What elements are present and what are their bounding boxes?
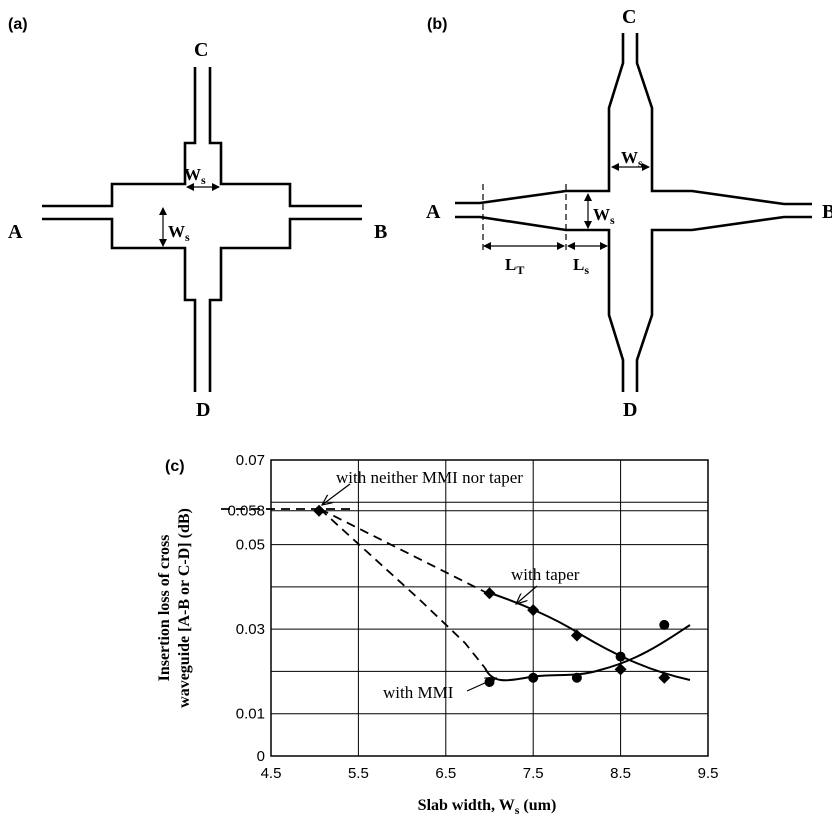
panel-a-ws-label-vertical: Ws <box>168 222 190 244</box>
annotation-taper-arrow <box>516 585 538 604</box>
x-axis-label: Slab width, Ws (um) <box>418 797 557 817</box>
panel-a-ws-label-horizontal: Ws <box>184 165 206 187</box>
annotation-taper: with taper <box>511 565 580 584</box>
panel-c-chart: (c) 4.5 5.5 6.5 7.5 8.5 9.5 0 0.01 0.03 0.05 0.05… <box>156 452 718 817</box>
panel-b: (b) C D A B Ws Ws LT Ls <box>426 6 832 421</box>
x-tick-label-2: 6.5 <box>435 765 456 782</box>
y-tick-label-4: 0.058 <box>227 503 265 520</box>
annotation-neither-arrow <box>322 483 351 505</box>
panel-a-port-c: C <box>194 39 208 61</box>
panel-b-label: (b) <box>427 16 447 33</box>
panel-b-tapered-crossing-outline <box>455 33 812 392</box>
y-axis-label-line-2: waveguide [A-B or C-D] (dB) <box>176 508 193 708</box>
panel-b-port-a: A <box>426 201 441 223</box>
y-axis-label: Insertion loss of cross waveguide [A-B o… <box>156 508 193 708</box>
y-tick-labels: 0 0.01 0.03 0.05 0.058 0.07 <box>227 452 265 765</box>
annotation-mmi-arrow <box>466 678 496 692</box>
taper-dashed-connector <box>319 508 488 594</box>
panel-a-port-d: D <box>196 399 210 421</box>
y-tick-label-3: 0.05 <box>236 537 265 554</box>
taper-fit-curve <box>486 591 691 681</box>
annotation-neither: with neither MMI nor taper <box>336 468 523 487</box>
panel-b-lt-label: LT <box>505 255 524 277</box>
panel-a-crossing-outline <box>42 67 362 392</box>
y-tick-label-5: 0.07 <box>236 452 265 469</box>
x-tick-labels: 4.5 5.5 6.5 7.5 8.5 9.5 <box>261 765 719 782</box>
y-axis-label-line-1: Insertion loss of cross <box>156 535 173 682</box>
with-mmi-point-3 <box>615 651 626 662</box>
panel-b-port-c: C <box>622 6 636 28</box>
annotation-mmi: with MMI <box>383 683 454 702</box>
x-tick-label-0: 4.5 <box>261 765 282 782</box>
y-tick-label-0: 0 <box>257 748 265 765</box>
panel-b-ws-label-horizontal: Ws <box>621 148 643 170</box>
with-taper-point-2 <box>570 629 583 642</box>
x-tick-label-3: 7.5 <box>523 765 544 782</box>
with-taper-point-1 <box>527 604 540 617</box>
panel-a-port-a: A <box>8 221 23 243</box>
with-taper-point-0 <box>483 587 496 600</box>
chart-grid <box>270 459 709 757</box>
panel-a-label: (a) <box>8 16 28 33</box>
panel-b-ws-label-vertical: Ws <box>593 205 615 227</box>
x-tick-label-1: 5.5 <box>348 765 369 782</box>
with-taper-point-3 <box>614 663 627 676</box>
y-tick-label-2: 0.03 <box>236 621 265 638</box>
with-taper-point-4 <box>658 671 671 684</box>
x-tick-label-4: 8.5 <box>610 765 631 782</box>
with-mmi-point-4 <box>659 619 670 630</box>
plot-frame <box>270 459 709 757</box>
panel-b-ls-label: Ls <box>573 255 589 277</box>
panel-a: (a) C D A B Ws Ws <box>8 16 387 421</box>
panel-c-label: (c) <box>165 458 185 475</box>
with-mmi-point-1 <box>528 672 539 683</box>
x-tick-label-5: 9.5 <box>698 765 719 782</box>
mmi-dashed-connector <box>319 508 486 669</box>
panel-b-port-b: B <box>822 201 832 223</box>
y-tick-label-1: 0.01 <box>236 706 265 723</box>
with-neither-mmi-nor-taper-point-0 <box>313 504 326 517</box>
panel-a-port-b: B <box>374 221 387 243</box>
with-mmi-point-2 <box>571 672 582 683</box>
panel-b-port-d: D <box>623 399 637 421</box>
